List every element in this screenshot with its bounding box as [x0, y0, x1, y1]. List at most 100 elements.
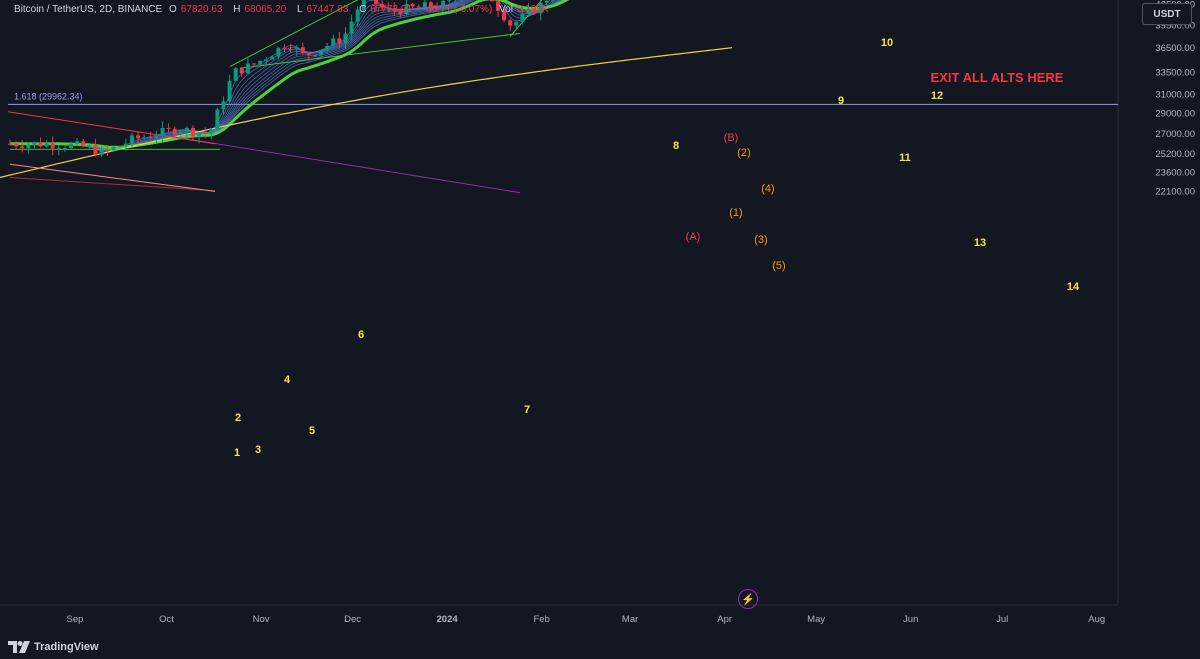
candle-body[interactable] — [75, 141, 80, 144]
x-tick-label: Apr — [717, 614, 732, 625]
candle-body[interactable] — [404, 4, 409, 15]
candle-body[interactable] — [252, 63, 256, 65]
candle-body[interactable] — [215, 109, 220, 130]
candle-body[interactable] — [325, 45, 330, 50]
candle-body[interactable] — [532, 8, 537, 14]
candle-body[interactable] — [233, 68, 238, 81]
candle-body[interactable] — [343, 33, 348, 44]
candle-body[interactable] — [197, 132, 202, 137]
green-moving-average[interactable] — [10, 0, 732, 149]
symbol-title[interactable]: Bitcoin / TetherUS, 2D, BINANCE — [14, 4, 163, 15]
candle-body[interactable] — [331, 38, 336, 46]
candle-body[interactable] — [435, 7, 439, 9]
candle-body[interactable] — [258, 60, 263, 65]
candle-body[interactable] — [264, 59, 269, 61]
y-tick-label: 36500.00 — [1155, 43, 1195, 54]
candle-body[interactable] — [130, 135, 134, 144]
candle-body[interactable] — [282, 47, 287, 49]
candle-body[interactable] — [337, 38, 342, 44]
candle-body[interactable] — [245, 63, 250, 74]
candle-body[interactable] — [62, 148, 67, 150]
candle-body[interactable] — [221, 101, 226, 110]
candle-body[interactable] — [489, 0, 494, 2]
currency-button[interactable]: USDT — [1142, 3, 1192, 25]
candle-body[interactable] — [50, 143, 55, 149]
candle-body[interactable] — [306, 52, 311, 55]
candle-body[interactable] — [392, 8, 397, 11]
candle-body[interactable] — [166, 127, 171, 129]
candle-body[interactable] — [410, 4, 415, 7]
lightning-icon[interactable]: ⚡ — [738, 589, 758, 609]
candle-body[interactable] — [136, 135, 141, 139]
candle-body[interactable] — [20, 146, 25, 149]
candle-body[interactable] — [300, 47, 305, 53]
candle-body[interactable] — [93, 145, 98, 155]
wave-label: 14 — [1067, 281, 1080, 293]
y-tick-label: 22100.00 — [1155, 186, 1195, 197]
candle-body[interactable] — [294, 47, 299, 50]
candle-body[interactable] — [44, 143, 49, 147]
candle-body[interactable] — [227, 80, 232, 102]
candle-body[interactable] — [111, 146, 116, 151]
candle-body[interactable] — [313, 54, 317, 56]
candle-body[interactable] — [191, 127, 195, 137]
candle-body[interactable] — [8, 143, 12, 145]
candle-body[interactable] — [355, 9, 360, 22]
candle-body[interactable] — [428, 2, 433, 8]
candle-body[interactable] — [154, 136, 159, 139]
candle-body[interactable] — [319, 49, 324, 55]
candle-body[interactable] — [69, 143, 73, 149]
candle-body[interactable] — [203, 132, 208, 134]
candle-body[interactable] — [148, 137, 153, 139]
candle-body[interactable] — [14, 143, 19, 147]
close-label: C — [359, 4, 367, 15]
candle-body[interactable] — [520, 13, 525, 22]
candle-body[interactable] — [105, 149, 110, 151]
candle-body[interactable] — [386, 7, 391, 9]
wave-label: (3) — [754, 234, 767, 246]
candle-body[interactable] — [142, 137, 147, 139]
candle-body[interactable] — [538, 2, 543, 14]
candle-body[interactable] — [526, 8, 531, 14]
candle-body[interactable] — [160, 127, 165, 137]
candle-body[interactable] — [38, 142, 43, 147]
candle-body[interactable] — [374, 0, 378, 4]
candle-body[interactable] — [32, 142, 37, 145]
candle-body[interactable] — [398, 10, 403, 15]
candle-body[interactable] — [496, 1, 500, 11]
candle-body[interactable] — [508, 20, 513, 26]
candle-body[interactable] — [178, 132, 183, 135]
candle-body[interactable] — [502, 10, 507, 21]
candle-body[interactable] — [380, 3, 385, 8]
candle-body[interactable] — [361, 0, 366, 10]
candle-body[interactable] — [123, 143, 128, 147]
candle-body[interactable] — [416, 6, 421, 8]
candle-body[interactable] — [56, 148, 61, 150]
candle-body[interactable] — [288, 48, 293, 50]
candle-body[interactable] — [172, 128, 177, 135]
candle-body[interactable] — [422, 2, 427, 8]
candle-body[interactable] — [209, 129, 214, 134]
y-tick-label: 25200.00 — [1155, 149, 1195, 160]
candle-body[interactable] — [544, 0, 549, 3]
candle-body[interactable] — [26, 144, 31, 149]
x-tick-label: Sep — [67, 614, 84, 625]
candle-body[interactable] — [81, 141, 86, 147]
candle-body[interactable] — [99, 149, 104, 155]
candle-body[interactable] — [349, 21, 354, 34]
candle-body[interactable] — [447, 0, 452, 1]
ribbon-ma-line — [10, 0, 559, 151]
candle-body[interactable] — [184, 127, 189, 133]
candle-body[interactable] — [550, 0, 555, 1]
tradingview-logo[interactable]: TradingView — [8, 641, 99, 653]
candle-body[interactable] — [270, 56, 275, 60]
candle-body[interactable] — [87, 145, 92, 147]
candle-body[interactable] — [117, 146, 122, 148]
candle-body[interactable] — [514, 21, 519, 26]
candle-body[interactable] — [276, 47, 281, 57]
candle-body[interactable] — [239, 68, 244, 74]
candle-body[interactable] — [441, 0, 446, 9]
wave-label: 6 — [358, 329, 364, 341]
